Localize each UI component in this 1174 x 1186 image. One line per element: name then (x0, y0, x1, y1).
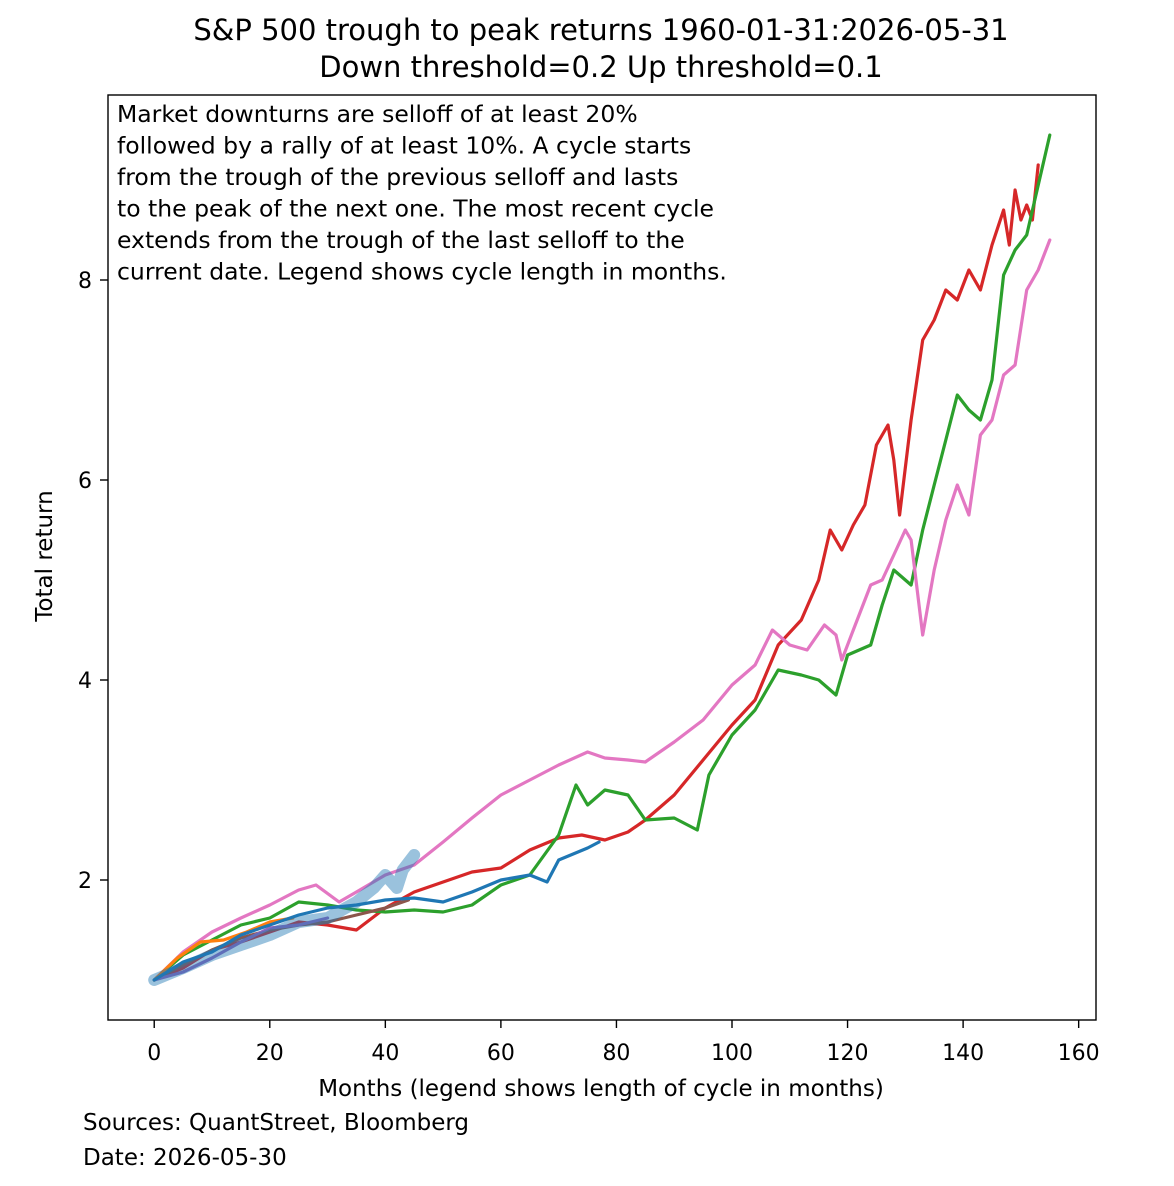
plot-frame (107, 94, 1097, 1021)
x-tick-label: 100 (711, 1041, 753, 1066)
annotation-line: to the peak of the next one. The most re… (117, 195, 714, 223)
y-tick-label: 4 (78, 669, 92, 694)
chart-subtitle: Down threshold=0.2 Up threshold=0.1 (319, 50, 882, 84)
x-tick-label: 140 (942, 1041, 984, 1066)
series-line-8 (148, 849, 421, 986)
annotation-line: extends from the trough of the last sell… (117, 226, 685, 254)
annotation-line: current date. Legend shows cycle length … (117, 258, 727, 286)
annotation-line: Market downturns are selloff of at least… (117, 100, 638, 128)
annotation-line: from the trough of the previous selloff … (117, 163, 678, 191)
x-tick-label: 160 (1058, 1041, 1100, 1066)
y-tick-label: 6 (78, 469, 92, 494)
x-axis-label: Months (legend shows length of cycle in … (318, 1076, 884, 1102)
annotation-text: Market downturns are selloff of at least… (117, 100, 727, 286)
footer-date: Date: 2026-05-30 (83, 1145, 287, 1171)
series-line-3 (152, 238, 1052, 982)
series-line-1 (152, 163, 1040, 982)
chart-title: S&P 500 trough to peak returns 1960-01-3… (193, 13, 1008, 47)
y-axis-label: Total return (32, 490, 58, 622)
y-tick-label: 8 (78, 269, 92, 294)
y-tick-label: 2 (78, 869, 92, 894)
series-line-5 (152, 916, 295, 982)
x-tick-label: 0 (147, 1041, 161, 1066)
annotation-line: followed by a rally of at least 10%. A c… (117, 132, 691, 160)
footer-sources: Sources: QuantStreet, Bloomberg (83, 1110, 470, 1136)
series-line-6 (152, 916, 330, 982)
x-tick-label: 120 (827, 1041, 869, 1066)
x-tick-label: 40 (371, 1041, 399, 1066)
series-line-7 (152, 840, 601, 982)
y-axis-ticks: 2 4 6 8 (78, 269, 108, 894)
series-line-2 (152, 133, 1052, 982)
x-axis-ticks: 0 20 40 60 80 100 120 140 160 (147, 1020, 1100, 1066)
x-tick-label: 80 (602, 1041, 630, 1066)
x-tick-label: 60 (487, 1041, 515, 1066)
series-lines (148, 133, 1052, 986)
x-tick-label: 20 (256, 1041, 284, 1066)
